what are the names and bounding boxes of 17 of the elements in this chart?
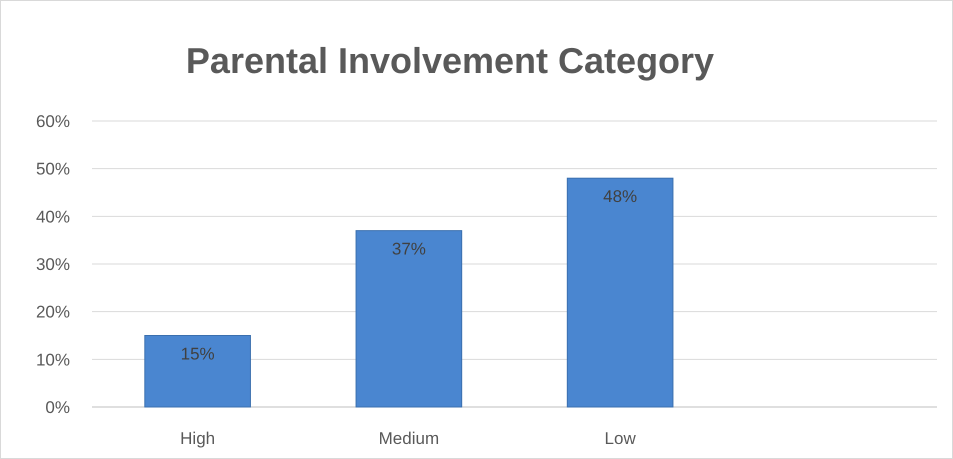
bar [356,230,462,408]
x-tick-label: Low [604,428,636,448]
data-label: 48% [603,187,638,206]
x-tick-label: Medium [378,428,440,448]
bar [144,335,251,408]
y-tick-label: 30% [36,254,70,274]
data-label: 15% [180,344,215,364]
y-tick-label: 0% [45,398,70,417]
y-tick-label: 40% [36,207,70,226]
bar [566,178,674,408]
x-tick-label: High [180,428,216,448]
y-tick-label: 10% [36,350,70,370]
data-label: 37% [392,240,426,259]
y-tick-label: 50% [36,160,70,179]
y-tick-label: 20% [36,302,70,322]
y-tick-label: 60% [36,112,70,131]
chart-title: Parental Involvement Category [186,40,714,81]
